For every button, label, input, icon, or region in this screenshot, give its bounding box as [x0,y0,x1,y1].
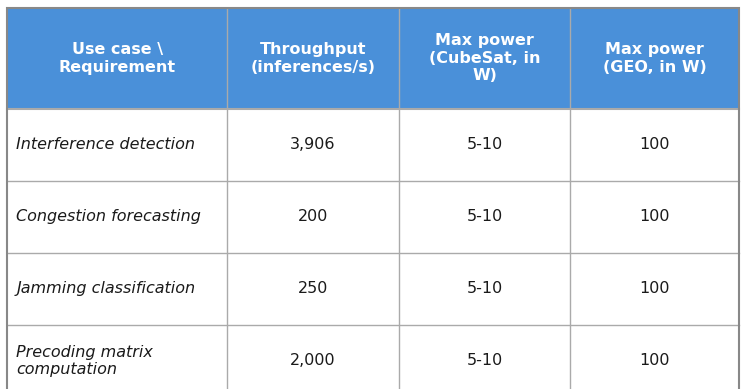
Bar [571,181,739,253]
Bar [571,109,739,181]
Bar [398,181,571,253]
Bar [227,325,398,389]
Text: 100: 100 [639,281,670,296]
Text: Max power
(GEO, in W): Max power (GEO, in W) [603,42,706,75]
Text: Precoding matrix
computation: Precoding matrix computation [16,345,153,377]
Bar [227,8,398,109]
Bar [7,181,227,253]
Bar [7,109,227,181]
Text: 100: 100 [639,209,670,224]
Text: 5-10: 5-10 [466,137,503,152]
Text: 100: 100 [639,353,670,368]
Text: 250: 250 [298,281,328,296]
Text: 2,000: 2,000 [290,353,336,368]
Text: 100: 100 [639,137,670,152]
Bar [227,181,398,253]
FancyBboxPatch shape [7,8,739,109]
Text: 5-10: 5-10 [466,353,503,368]
Bar [398,8,571,109]
Bar [398,253,571,325]
Bar [227,253,398,325]
Text: 200: 200 [298,209,328,224]
Bar [7,325,227,389]
Bar [227,109,398,181]
Bar [7,8,227,109]
Bar [571,8,739,109]
Bar [571,325,739,389]
Text: 3,906: 3,906 [290,137,336,152]
Text: Use case \
Requirement: Use case \ Requirement [58,42,176,75]
Text: Throughput
(inferences/s): Throughput (inferences/s) [250,42,375,75]
Text: Jamming classification: Jamming classification [16,281,195,296]
Bar [398,325,571,389]
Text: 5-10: 5-10 [466,209,503,224]
Text: Interference detection: Interference detection [16,137,195,152]
Bar [7,253,227,325]
Text: Max power
(CubeSat, in
W): Max power (CubeSat, in W) [429,33,540,83]
Bar [571,253,739,325]
Text: 5-10: 5-10 [466,281,503,296]
Text: Congestion forecasting: Congestion forecasting [16,209,201,224]
Bar [398,109,571,181]
